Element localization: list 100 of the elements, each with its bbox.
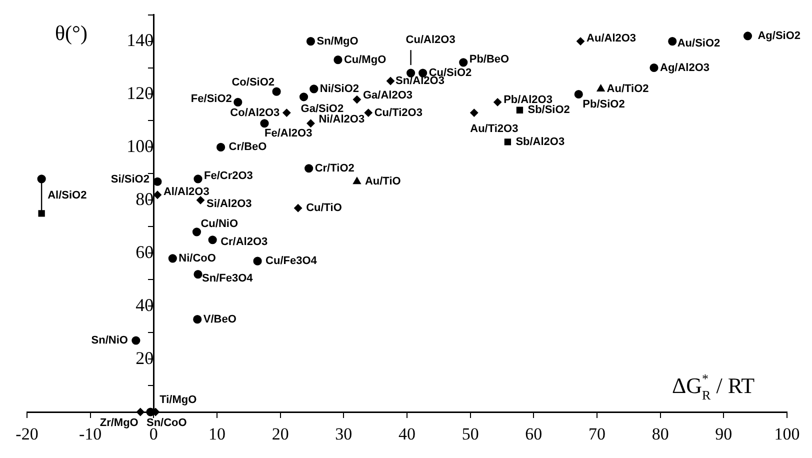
point	[304, 164, 314, 173]
point	[494, 98, 502, 106]
annotation: Pb/SiO2	[582, 98, 625, 110]
point	[132, 336, 140, 345]
y-tick-label: 140	[126, 30, 154, 50]
annotation: Au/TiO	[364, 176, 402, 188]
annotation: Al/SiO2	[48, 189, 87, 202]
point	[136, 408, 144, 416]
annotation: Cu/MgO	[344, 54, 387, 66]
annotation: Au/Ti2O3	[470, 122, 518, 135]
x-tick-label: 10	[208, 424, 226, 444]
y-tick-label: 80	[136, 188, 154, 209]
annotation: Sb/Al2O3	[516, 136, 565, 148]
annotation: Au/TiO2	[606, 82, 649, 95]
point	[306, 119, 315, 128]
annotation: Ag/Al2O3	[660, 62, 710, 74]
point	[234, 98, 242, 106]
x-tick-label: 40	[398, 424, 416, 444]
point	[294, 204, 302, 212]
annotation: Fe/Cr2O3	[204, 170, 253, 182]
point	[168, 254, 177, 263]
x-tick-label: 30	[335, 424, 352, 444]
point	[576, 37, 585, 46]
annotation: Au/Al2O3	[586, 32, 636, 44]
point	[208, 236, 217, 244]
annotation: Co/Al2O3	[230, 106, 280, 119]
annotation: Cu/Al2O3	[406, 34, 456, 46]
point	[253, 256, 262, 266]
x-tick-label: 70	[588, 424, 606, 444]
annotation: Sn/CoO	[146, 417, 188, 430]
annotation: Ga/Al2O3	[362, 90, 412, 102]
point	[386, 77, 395, 85]
annotation: Au/SiO2	[677, 37, 720, 50]
annotation: Ti/MgO	[160, 394, 198, 406]
annotation: Cu/Ti2O3	[374, 106, 422, 119]
y-tick-label: 60	[136, 242, 154, 262]
y-axis-title: θ(°)	[55, 21, 88, 45]
annotation: Zr/MgO	[100, 417, 139, 430]
point	[37, 174, 46, 184]
annotation: Pb/BeO	[469, 53, 510, 66]
annotation: Ni/Al2O3	[318, 113, 365, 126]
x-tick-label: -20	[16, 424, 38, 444]
annotation: Sn/Fe3O4	[202, 272, 254, 284]
point	[352, 96, 361, 104]
y-tick-label: 20	[136, 348, 154, 368]
annotation: Sb/SiO2	[528, 104, 570, 116]
point	[504, 138, 512, 146]
annotation: Al/Al2O3	[163, 186, 210, 198]
annotation: Ni/SiO2	[320, 82, 360, 95]
y-tick-label: 100	[126, 136, 154, 156]
point	[306, 36, 316, 46]
y-tick-label: 40	[136, 294, 154, 315]
point	[459, 58, 468, 67]
point	[364, 108, 372, 117]
x-tick-label: 80	[652, 424, 669, 444]
annotation: V/BeO	[203, 313, 237, 326]
point	[334, 56, 342, 64]
annotation: Cr/BeO	[228, 141, 268, 154]
annotation: Cu/TiO	[306, 202, 342, 214]
point	[272, 87, 281, 96]
point	[260, 119, 269, 128]
point	[596, 84, 605, 92]
annotation: Cr/Al2O3	[220, 236, 268, 248]
annotation: Ni/CoO	[178, 252, 216, 264]
point	[282, 108, 291, 117]
point	[470, 108, 478, 117]
point	[38, 210, 45, 217]
annotation: Cu/NiO	[200, 218, 238, 230]
annotation: Pb/Al2O3	[504, 94, 552, 106]
point	[353, 177, 361, 184]
point	[192, 228, 202, 236]
point	[194, 174, 202, 184]
point	[299, 92, 308, 102]
x-tick-label: 100	[774, 424, 800, 444]
point	[310, 84, 318, 94]
annotation: Ga/SiO2	[300, 102, 344, 115]
annotation: Ag/SiO2	[758, 30, 801, 42]
x-tick-label: 50	[462, 424, 479, 444]
point	[516, 106, 524, 114]
annotation: Fe/Al2O3	[264, 127, 312, 140]
x-tick-label: -10	[78, 424, 102, 444]
annotation: Si/SiO2	[110, 174, 150, 186]
point	[650, 63, 658, 72]
point	[196, 196, 205, 204]
annotation: Sn/MgO	[316, 35, 359, 48]
x-tick-label: 90	[715, 424, 732, 444]
annotation: Fe/SiO2	[190, 93, 232, 106]
point	[216, 142, 226, 152]
point	[193, 315, 202, 324]
annotation: Cr/TiO2	[314, 162, 354, 174]
point	[743, 32, 752, 40]
annotation: Si/Al2O3	[206, 198, 252, 210]
point	[574, 90, 583, 99]
x-tick-label: 60	[525, 424, 542, 444]
annotation: Co/SiO2	[232, 76, 275, 89]
point	[668, 36, 677, 46]
point	[194, 270, 202, 279]
annotation: Cu/Fe3O4	[266, 255, 318, 268]
y-tick-label: 120	[126, 82, 154, 103]
annotation: Sn/NiO	[91, 334, 128, 347]
